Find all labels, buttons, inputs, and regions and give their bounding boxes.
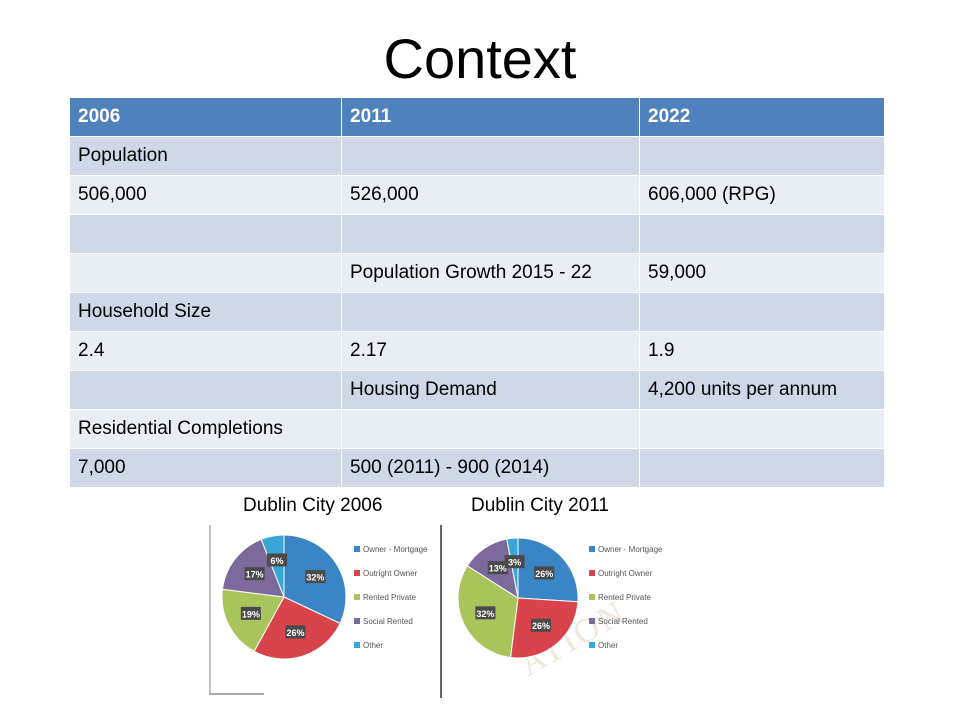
table-cell: Population Growth 2015 - 22: [341, 253, 640, 293]
table-cell: 526,000: [341, 175, 640, 215]
legend-swatch: [354, 546, 360, 552]
legend-swatch: [354, 594, 360, 600]
table-cell: Residential Completions: [69, 409, 342, 449]
table-row: Housing Demand 4,200 units per annum: [69, 370, 885, 410]
data-label: 13%: [489, 564, 507, 574]
table-header-row: 2006 2011 2022: [69, 97, 885, 137]
table-row: 7,000 500 (2011) - 900 (2014): [69, 448, 885, 488]
table-cell: 2.17: [341, 331, 640, 371]
table-cell: Population: [69, 136, 342, 176]
data-label: 17%: [246, 570, 264, 580]
data-label-box: [504, 555, 525, 569]
table-row: Residential Completions: [69, 409, 885, 449]
data-label: 32%: [306, 573, 324, 583]
legend-label: Social Rented: [598, 617, 648, 626]
legend-label: Owner - Mortgage: [363, 545, 428, 554]
table-cell: 1.9: [639, 331, 885, 371]
pie-slice-rented-private: [221, 588, 285, 653]
legend-swatch: [589, 570, 595, 576]
data-label-box: [305, 570, 326, 584]
table-cell: [69, 253, 342, 293]
data-label: 6%: [271, 556, 284, 566]
table-cell: 506,000: [69, 175, 342, 215]
context-table: 2006 2011 2022 Population 506,000 526,00…: [69, 97, 885, 488]
chart-caption-2006: Dublin City 2006: [243, 495, 383, 516]
data-label-box: [267, 553, 288, 567]
legend-label: Owner - Mortgage: [598, 545, 663, 554]
data-label: 26%: [535, 569, 553, 579]
header-cell: 2011: [341, 97, 640, 137]
header-cell: 2006: [69, 97, 342, 137]
pie-chart-2011: 26% 26% 32% 13%3% Owner - Mortgage Outright O…: [457, 537, 663, 659]
data-label-box: [240, 606, 261, 620]
data-label: 26%: [532, 621, 550, 631]
data-label-box: [475, 606, 496, 620]
chart-caption-2011: Dublin City 2011: [471, 495, 610, 516]
table-cell: Housing Demand: [341, 370, 640, 410]
legend-label: Social Rented: [363, 617, 413, 626]
legend-label: Rented Private: [363, 593, 416, 602]
legend-swatch: [354, 642, 360, 648]
table-cell: [341, 292, 640, 332]
legend-swatch: [589, 642, 595, 648]
data-label: 26%: [286, 628, 304, 638]
scan-baseline: [209, 693, 264, 695]
legend-swatch: [354, 570, 360, 576]
table-cell: [639, 292, 885, 332]
header-cell: 2022: [639, 97, 885, 137]
table-cell: [639, 214, 885, 254]
pie-chart-2006: 32% 26% 19% 17% 6% Owner - Mortgage Outright O…: [221, 534, 428, 660]
table-cell: [341, 214, 640, 254]
table-cell: 606,000 (RPG): [639, 175, 885, 215]
table-cell: [341, 409, 640, 449]
table-cell: [639, 448, 885, 488]
table-cell: 59,000: [639, 253, 885, 293]
legend-label: Outright Owner: [598, 569, 653, 578]
table-cell: [341, 136, 640, 176]
table-cell: [639, 409, 885, 449]
data-label-box: [285, 625, 306, 639]
table-row: [69, 214, 885, 254]
data-label: 3%: [508, 558, 521, 568]
table-cell: 7,000: [69, 448, 342, 488]
scan-edge: [209, 525, 211, 695]
data-label-box: [534, 566, 555, 580]
table-row: Population: [69, 136, 885, 176]
legend-swatch: [589, 618, 595, 624]
legend-swatch: [354, 618, 360, 624]
legend-swatch: [589, 594, 595, 600]
legend-label: Other: [363, 641, 383, 650]
data-label: 32%: [476, 609, 494, 619]
table-cell: 500 (2011) - 900 (2014): [341, 448, 640, 488]
legend-label: Other: [598, 641, 618, 650]
table-row: 2.4 2.17 1.9: [69, 331, 885, 371]
table-cell: [69, 214, 342, 254]
data-label: 19%: [242, 609, 260, 619]
data-label-box: [530, 618, 551, 632]
chart-divider: [440, 525, 442, 698]
table-row: Household Size: [69, 292, 885, 332]
table-row: 506,000 526,000 606,000 (RPG): [69, 175, 885, 215]
slide-title: Context: [383, 27, 577, 90]
data-label-box: [487, 561, 508, 575]
table-cell: [69, 370, 342, 410]
data-label-box: [244, 567, 265, 581]
table-cell: Household Size: [69, 292, 342, 332]
legend-label: Outright Owner: [363, 569, 418, 578]
legend-label: Rented Private: [598, 593, 651, 602]
table-cell: [639, 136, 885, 176]
table-cell: 2.4: [69, 331, 342, 371]
table-cell: 4,200 units per annum: [639, 370, 885, 410]
table-row: Population Growth 2015 - 22 59,000: [69, 253, 885, 293]
legend-swatch: [589, 546, 595, 552]
